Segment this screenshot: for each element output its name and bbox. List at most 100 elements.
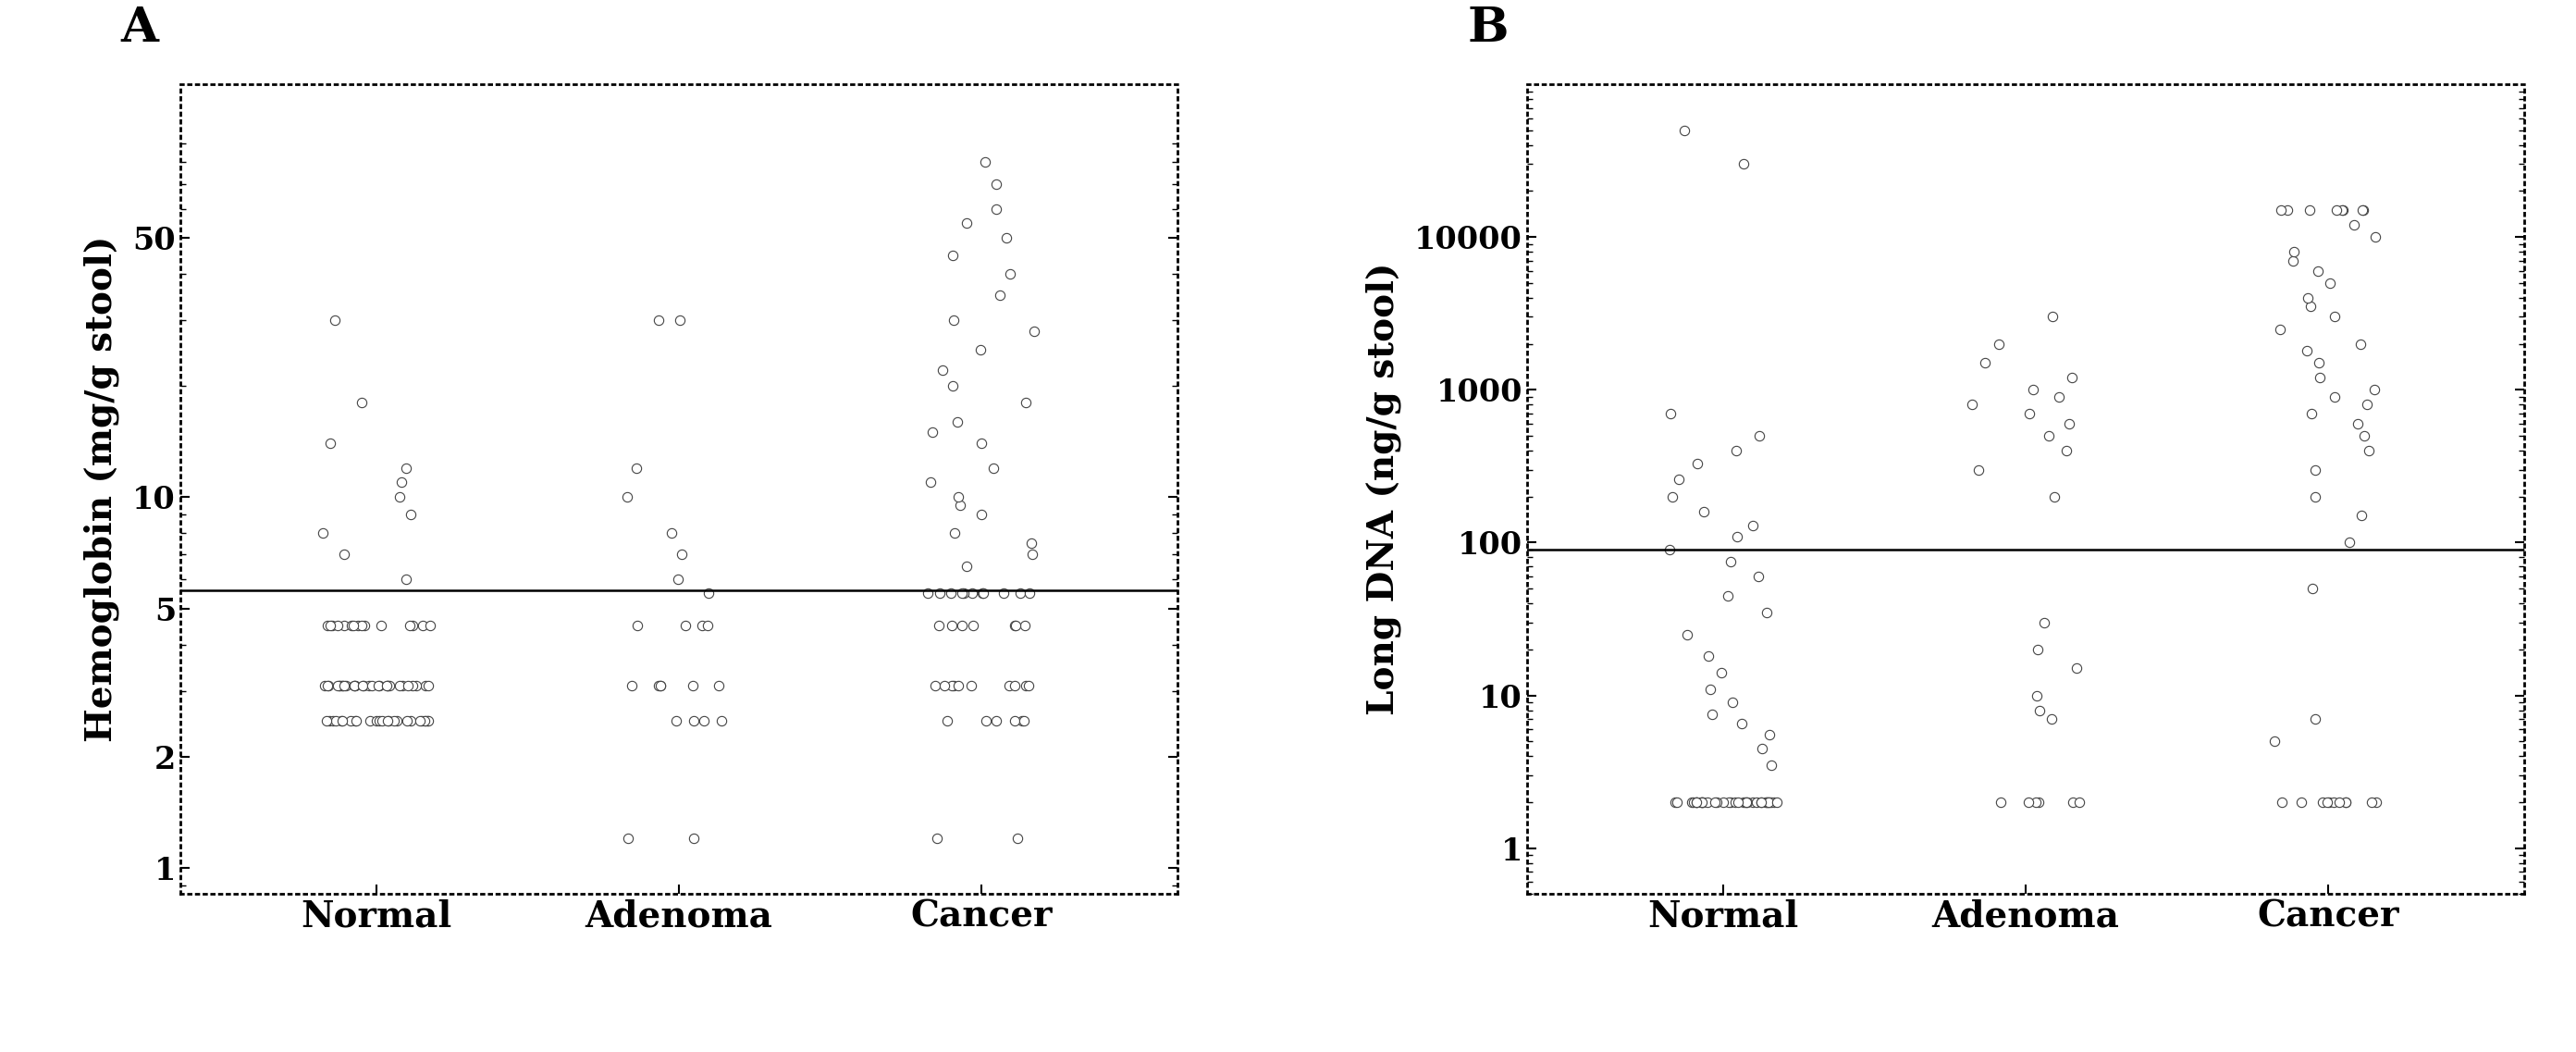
Point: [2050, 794, 2092, 811]
Point: [2298, 355, 2339, 371]
Point: [922, 362, 963, 379]
Point: [938, 413, 979, 430]
Point: [410, 618, 451, 634]
Point: [618, 618, 659, 634]
Point: [1667, 626, 1708, 643]
Point: [2342, 202, 2383, 219]
Point: [2354, 382, 2396, 399]
Point: [1656, 794, 1698, 811]
Point: [2326, 794, 2367, 811]
Point: [1978, 336, 2020, 352]
Point: [392, 618, 433, 634]
Point: [332, 618, 374, 634]
Point: [1005, 712, 1046, 729]
Point: [2050, 369, 2092, 386]
Point: [1726, 794, 1767, 811]
Point: [1747, 794, 1788, 811]
Point: [2347, 442, 2388, 459]
Point: [335, 712, 376, 729]
Point: [963, 585, 1005, 602]
Point: [340, 394, 381, 411]
Point: [1695, 794, 1736, 811]
Point: [940, 618, 981, 634]
Point: [698, 677, 739, 694]
Point: [314, 712, 355, 729]
Point: [368, 677, 410, 694]
Point: [1677, 454, 1718, 471]
Point: [688, 585, 729, 602]
Point: [376, 712, 417, 729]
Point: [994, 618, 1036, 634]
Point: [1752, 794, 1793, 811]
Point: [1708, 794, 1749, 811]
Point: [1736, 794, 1777, 811]
Point: [917, 830, 958, 847]
Point: [1710, 794, 1752, 811]
Point: [366, 677, 407, 694]
Point: [925, 677, 966, 694]
Point: [2048, 416, 2089, 432]
Point: [325, 677, 366, 694]
Point: [1677, 794, 1718, 811]
Point: [940, 497, 981, 513]
Point: [309, 677, 350, 694]
Point: [2290, 298, 2331, 315]
Point: [2012, 382, 2053, 399]
Point: [1002, 712, 1043, 729]
Point: [652, 525, 693, 542]
Point: [1664, 122, 1705, 139]
Point: [994, 618, 1036, 634]
Point: [933, 311, 974, 328]
Point: [1687, 794, 1728, 811]
Point: [1698, 794, 1739, 811]
Point: [1682, 794, 1723, 811]
Text: A: A: [121, 4, 157, 52]
Point: [1682, 503, 1723, 520]
Point: [2336, 416, 2378, 432]
Point: [2280, 794, 2321, 811]
Point: [1757, 794, 1798, 811]
Point: [2030, 711, 2071, 728]
Point: [358, 677, 399, 694]
Point: [312, 712, 353, 729]
Point: [1741, 794, 1783, 811]
Point: [2259, 321, 2300, 338]
Point: [402, 618, 443, 634]
Point: [307, 618, 348, 634]
Point: [2321, 202, 2362, 219]
Point: [2272, 252, 2313, 269]
Point: [2038, 388, 2079, 405]
Point: [654, 712, 696, 729]
Point: [1950, 397, 1991, 413]
Point: [940, 585, 981, 602]
Point: [2295, 711, 2336, 728]
Point: [951, 585, 992, 602]
Point: [1649, 405, 1690, 422]
Point: [1749, 794, 1790, 811]
Point: [1754, 794, 1795, 811]
Point: [389, 618, 430, 634]
Point: [994, 677, 1036, 694]
Point: [608, 489, 649, 506]
Point: [1739, 568, 1780, 585]
Point: [943, 585, 984, 602]
Point: [1747, 794, 1788, 811]
Point: [319, 677, 361, 694]
Point: [1010, 535, 1051, 552]
Point: [343, 677, 384, 694]
Point: [2014, 794, 2056, 811]
Point: [2313, 308, 2354, 325]
Point: [1010, 585, 1051, 602]
Point: [1726, 794, 1767, 811]
Point: [366, 677, 407, 694]
Point: [1752, 756, 1793, 773]
Point: [963, 154, 1005, 170]
Point: [309, 618, 350, 634]
Point: [407, 712, 448, 729]
Point: [325, 677, 366, 694]
Point: [639, 677, 680, 694]
Point: [2342, 202, 2383, 219]
Point: [381, 473, 422, 490]
Point: [2056, 660, 2097, 676]
Point: [404, 677, 446, 694]
